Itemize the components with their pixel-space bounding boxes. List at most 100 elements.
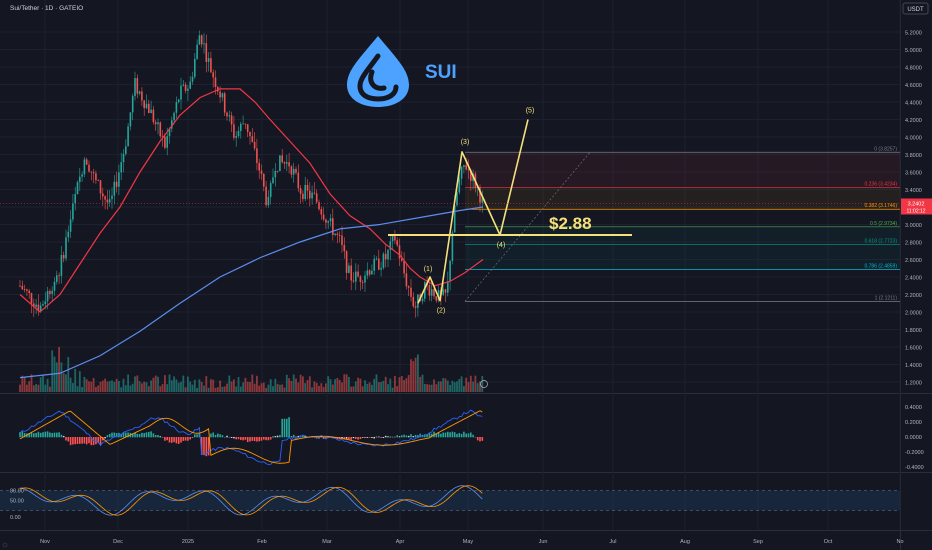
candle-body xyxy=(299,188,302,194)
candle-body xyxy=(219,91,221,98)
candle-body xyxy=(102,193,104,197)
candle-body xyxy=(62,254,65,259)
volume-bar xyxy=(469,375,472,392)
candle-body xyxy=(141,91,143,101)
wave-label: (2) xyxy=(437,308,446,315)
macd-histogram-bar xyxy=(177,437,180,444)
volume-bar xyxy=(308,376,311,392)
macd-histogram-bar xyxy=(69,437,72,446)
volume-bar xyxy=(412,361,415,392)
volume-bar xyxy=(384,376,387,392)
macd-histogram-bar xyxy=(221,435,224,438)
volume-bar xyxy=(285,374,288,392)
volume-bar xyxy=(170,380,173,392)
volume-bar xyxy=(274,378,277,392)
candle-body xyxy=(453,205,456,233)
candle-body xyxy=(23,289,26,290)
volume-bar xyxy=(108,381,111,392)
volume-bar xyxy=(357,377,359,392)
time-label: No xyxy=(896,539,903,545)
volume-bar xyxy=(400,376,403,392)
price-tick-label: 1.2000 xyxy=(905,381,922,387)
candle-body xyxy=(251,136,254,142)
volume-bar xyxy=(35,384,37,392)
macd-histogram-bar xyxy=(449,432,451,438)
fib-retracement[interactable]: 0 (3.8257) 0.236 (3.4234) 0.382 (3.1746) 0.… xyxy=(464,146,900,302)
macd-histogram-bar xyxy=(148,431,150,438)
volume-bar xyxy=(364,380,366,392)
volume-bar xyxy=(212,379,215,392)
candle-body xyxy=(302,193,304,200)
candle-body xyxy=(244,123,247,125)
macd-histogram-bar xyxy=(157,435,159,438)
price-tick-label: 3.6000 xyxy=(905,171,922,177)
volume-bar xyxy=(90,381,93,392)
volume-bar xyxy=(481,376,484,392)
volume-bar xyxy=(428,384,431,392)
last-price-value: 3.2402 xyxy=(908,201,925,207)
candle-body xyxy=(154,122,157,125)
elliott-waves[interactable]: $2.88 (1) (2) (3) (4) (5) xyxy=(388,108,632,388)
macd-histogram-bar xyxy=(405,435,408,438)
candle-body xyxy=(205,43,208,62)
volume-bar xyxy=(458,378,461,392)
volume-bar xyxy=(249,381,251,392)
volume-bar xyxy=(417,354,419,392)
macd-histogram-bar xyxy=(258,437,260,442)
macd-histogram-bar xyxy=(53,432,56,438)
macd-histogram-bar xyxy=(242,437,244,441)
candle-body xyxy=(108,199,111,203)
volume-bar xyxy=(237,377,240,392)
candle-body xyxy=(288,162,290,167)
candle-body xyxy=(343,245,346,252)
candle-body xyxy=(69,219,72,232)
volume-bar xyxy=(361,386,364,392)
candle-body xyxy=(203,43,205,45)
macd-histogram-bar xyxy=(371,437,373,438)
volume-bar xyxy=(191,384,194,392)
candle-body xyxy=(240,123,242,131)
volume-bar xyxy=(92,377,95,392)
volume-bar xyxy=(184,387,187,392)
candle-body xyxy=(405,273,408,287)
volume-bar xyxy=(244,377,247,392)
currency-badge[interactable] xyxy=(902,2,929,15)
candle-body xyxy=(341,235,343,246)
candle-body xyxy=(279,155,281,172)
macd-histogram-bar xyxy=(62,435,65,438)
volume-bar xyxy=(219,380,221,392)
volume-bar xyxy=(131,383,134,392)
candle-body xyxy=(175,102,178,113)
candle-body xyxy=(184,84,187,91)
price-tick-label: 4.0000 xyxy=(905,136,922,142)
macd-histogram-bar xyxy=(476,437,479,441)
macd-histogram-bar xyxy=(283,418,286,438)
candle-body xyxy=(309,190,311,199)
chart-grid xyxy=(0,0,901,530)
candle-body xyxy=(65,237,67,259)
volume-bar xyxy=(159,386,162,392)
macd-histogram-bar xyxy=(428,432,431,438)
candle-body xyxy=(274,170,277,178)
macd-histogram-bar xyxy=(76,437,79,444)
price-tick-label: 1.8000 xyxy=(905,328,922,334)
volume-bar xyxy=(375,374,378,392)
volume-bar xyxy=(62,373,65,392)
macd-histogram-bar xyxy=(481,437,484,441)
volume-bar xyxy=(302,376,304,392)
macd-histogram-bar xyxy=(456,433,458,438)
macd-tick-label: 0.0000 xyxy=(905,435,922,441)
candle-body xyxy=(76,182,79,195)
macd-histogram-bar xyxy=(72,437,74,445)
wave-label: (4) xyxy=(497,242,506,249)
volume-bar xyxy=(166,384,169,392)
candle-body xyxy=(159,122,162,137)
macd-histogram-bar xyxy=(403,434,405,438)
macd-histogram-bar xyxy=(46,431,49,438)
currency-label[interactable]: USDT xyxy=(907,7,924,13)
macd-histogram-bar xyxy=(451,431,454,438)
countdown-value: 11:02:12 xyxy=(906,208,925,214)
volume-bar xyxy=(46,378,49,392)
macd-histogram-bar xyxy=(233,437,235,439)
